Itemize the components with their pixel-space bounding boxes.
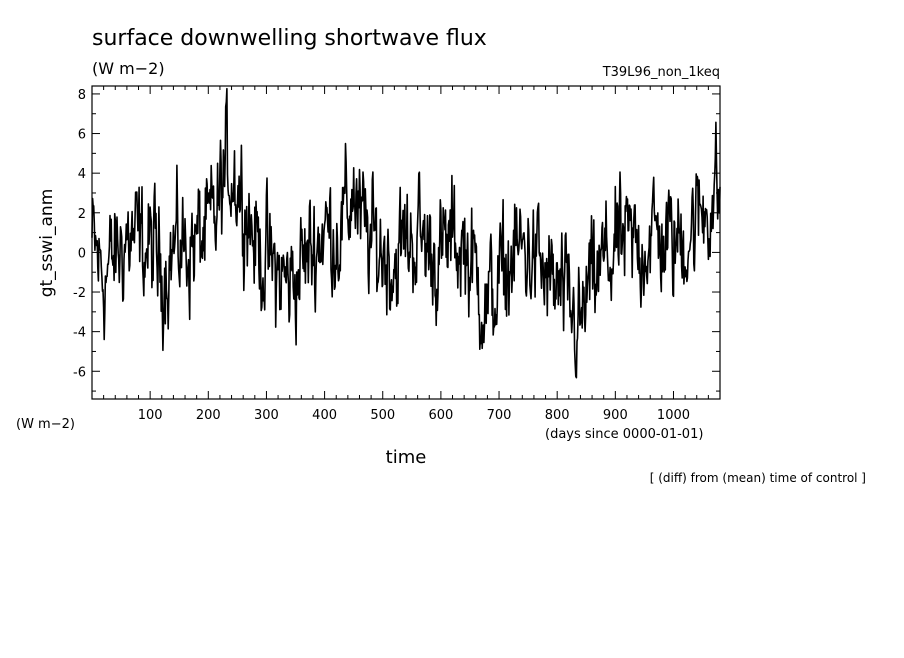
data-series-line (91, 87, 721, 379)
y-axis-label: gt_sswi_anm (37, 189, 57, 298)
x-tick-label: 1000 (657, 408, 690, 423)
chart-title: surface downwelling shortwave flux (92, 26, 487, 51)
x-tick-label: 600 (428, 408, 453, 423)
y-tick-label: 4 (78, 167, 86, 182)
x-tick-label: 300 (254, 408, 279, 423)
y-tick-label: 0 (78, 246, 86, 261)
x-axis-ticks: 100 200 300 400 500 600 700 800 900 1000 (103, 86, 709, 423)
experiment-name: T39L96_non_1keq (602, 65, 720, 80)
x-tick-label: 400 (312, 408, 337, 423)
y-axis-units: (W m−2) (16, 417, 75, 432)
plot-frame (91, 85, 721, 400)
x-tick-label: 700 (487, 408, 512, 423)
y-tick-label: 2 (78, 207, 86, 222)
y-tick-label: 8 (78, 88, 86, 103)
title-units: (W m−2) (92, 59, 165, 78)
y-tick-label: -6 (73, 365, 86, 380)
plot-area (91, 87, 721, 379)
x-axis-label: time (386, 447, 427, 468)
x-tick-label: 100 (138, 408, 163, 423)
x-tick-label: 800 (545, 408, 570, 423)
x-tick-label: 500 (370, 408, 395, 423)
x-tick-label: 200 (196, 408, 221, 423)
x-tick-label: 900 (603, 408, 628, 423)
comparison-note: [ (diff) from (mean) time of control ] (650, 471, 866, 485)
y-tick-label: 6 (78, 128, 86, 143)
y-axis-ticks: -6 -4 -2 0 2 4 6 8 (73, 88, 720, 392)
x-axis-units: (days since 0000-01-01) (545, 427, 703, 442)
y-tick-label: -4 (73, 326, 86, 341)
y-tick-label: -2 (73, 286, 86, 301)
